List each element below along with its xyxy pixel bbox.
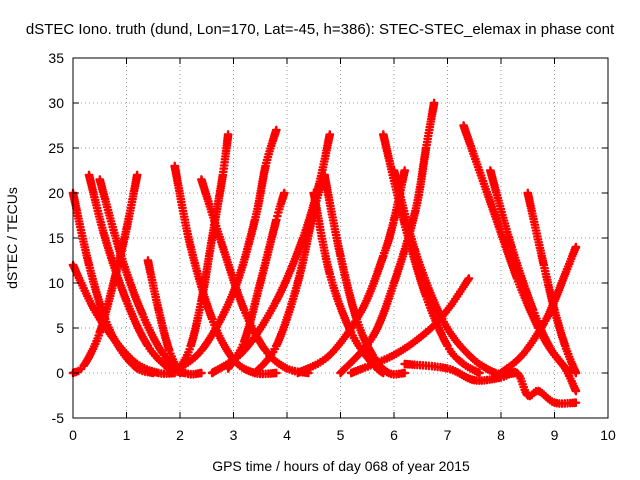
x-tick-label: 7 [444,427,452,443]
y-tick-label: 30 [48,95,64,111]
y-tick-label: 15 [48,230,64,246]
x-tick-label: 2 [176,427,184,443]
x-tick-label: 5 [337,427,345,443]
series-arc-13 [250,170,329,378]
y-tick-label: 5 [56,320,64,336]
y-tick-label: -5 [52,410,65,426]
series-arc-6 [143,256,185,378]
x-tick-label: 8 [497,427,505,443]
y-tick-label: 25 [48,140,64,156]
series-arc-10 [164,125,281,378]
series-arc-25 [400,359,581,408]
y-tick-label: 0 [56,365,64,381]
chart-title: dSTEC Iono. truth (dund, Lon=170, Lat=-4… [26,21,615,38]
series-arc-24 [496,242,581,378]
series-arc-4 [84,170,190,378]
series-layer [68,98,581,408]
series-arc-19 [389,166,522,379]
series-arc-20 [346,274,474,378]
x-tick-label: 1 [123,427,131,443]
x-tick-label: 6 [390,427,398,443]
y-tick-label: 20 [48,185,64,201]
y-tick-label: 10 [48,275,64,291]
x-tick-label: 9 [551,427,559,443]
series-arc-23 [523,188,581,378]
x-tick-label: 3 [230,427,238,443]
x-tick-label: 10 [600,427,616,443]
y-tick-label: 35 [48,50,64,66]
y-axis-label: dSTEC / TECUs [4,187,20,289]
x-tick-label: 0 [69,427,77,443]
x-axis-label: GPS time / hours of day 068 of year 2015 [212,458,470,474]
x-tick-label: 4 [283,427,291,443]
series-arc-21 [459,121,575,378]
series-arc-18 [378,130,484,378]
